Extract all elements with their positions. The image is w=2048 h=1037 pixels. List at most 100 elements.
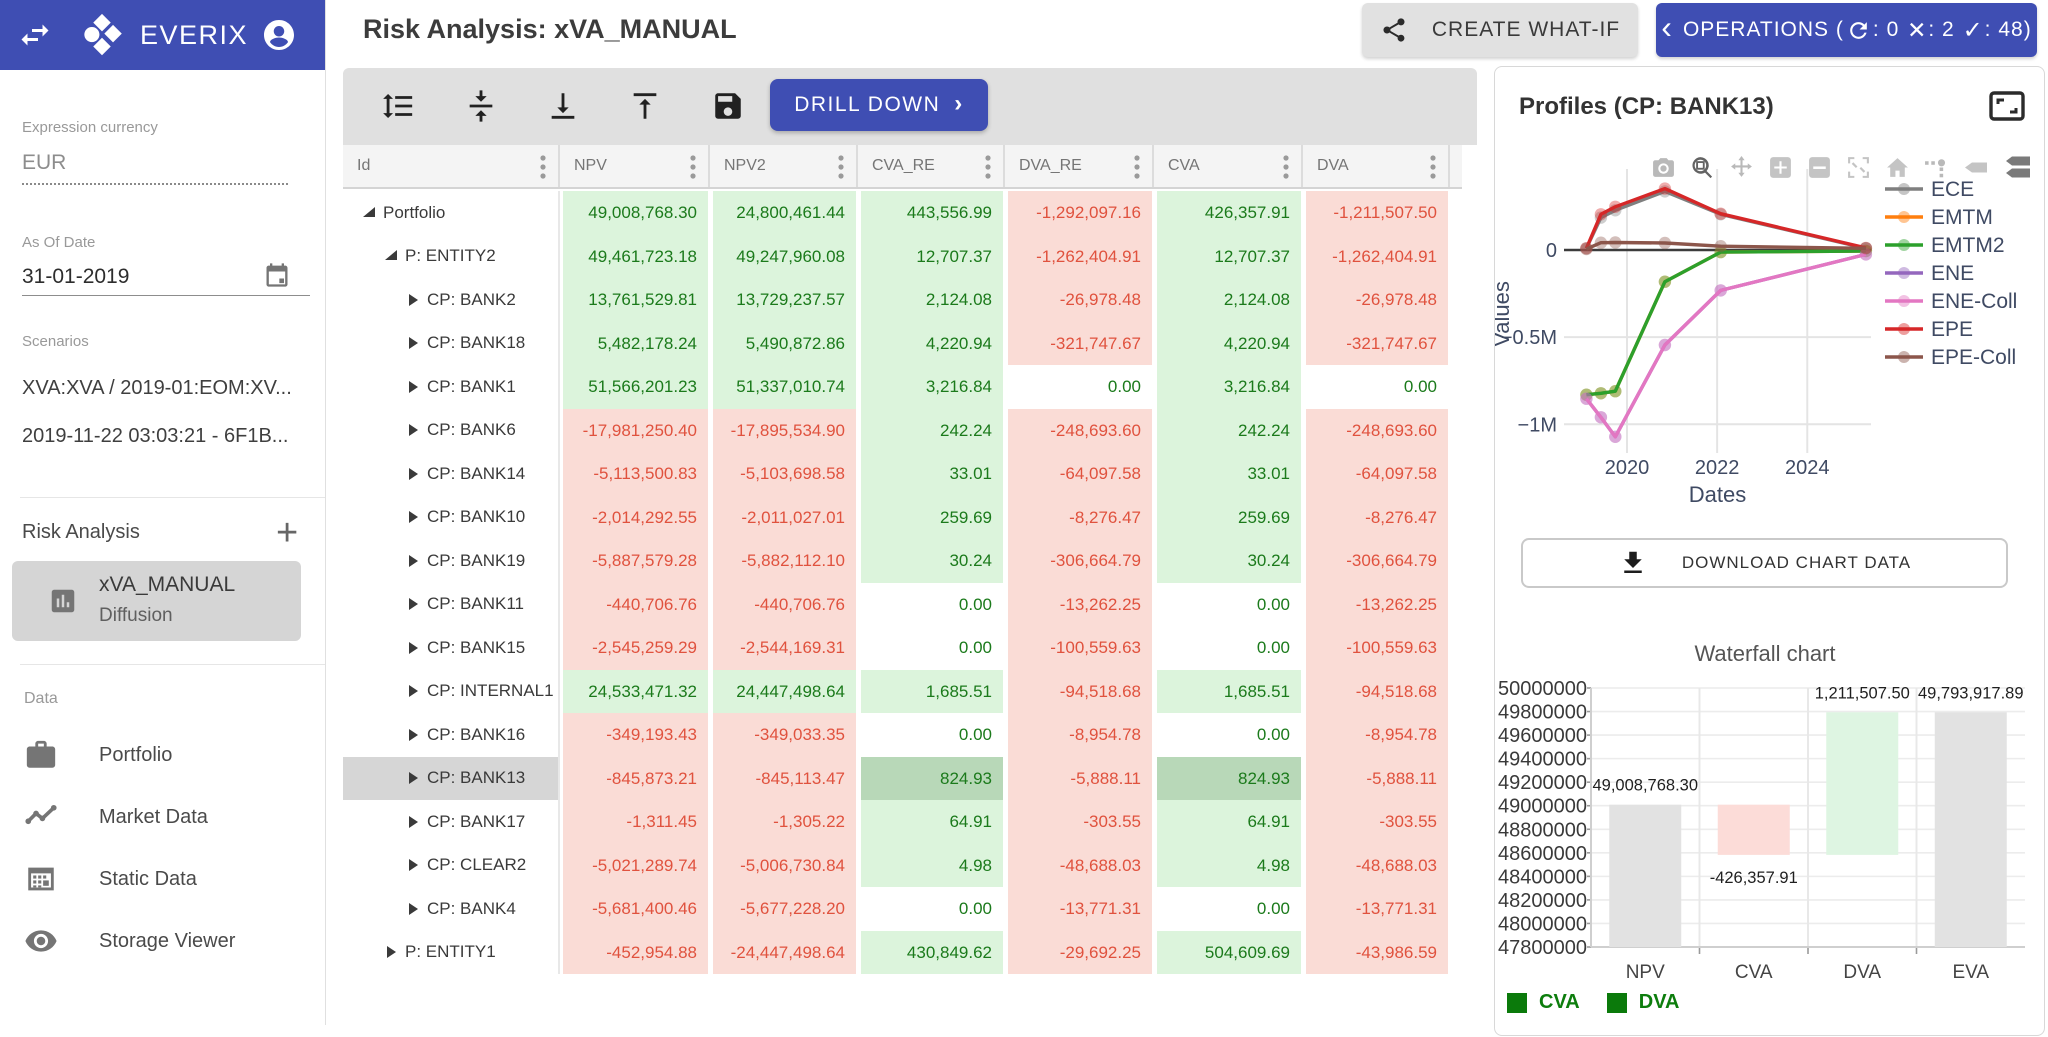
value-cell-cva_re[interactable]: 2,124.08 [861,278,1003,322]
tree-collapsed-icon[interactable] [406,467,420,481]
value-cell-dva[interactable]: -94,518.68 [1306,669,1448,713]
tree-collapsed-icon[interactable] [406,815,420,829]
value-cell-dva[interactable]: -13,262.25 [1306,582,1448,626]
value-cell-npv2[interactable]: 51,337,010.74 [713,365,856,409]
tree-cell[interactable]: CP: BANK16 [343,713,560,757]
wf-bar-eva[interactable] [1934,712,2007,947]
scenario-item[interactable]: 2019-11-22 03:03:21 - 6F1B... [22,425,289,447]
as-of-date-value[interactable]: 31-01-2019 [22,265,130,288]
value-cell-dva_re[interactable]: -1,292,097.16 [1008,191,1152,235]
value-cell-cva_re[interactable]: 64.91 [861,800,1003,844]
drill-down-button[interactable]: DRILL DOWN › [770,79,988,131]
value-cell-cva[interactable]: 504,609.69 [1157,930,1301,974]
tree-collapsed-icon[interactable] [406,380,420,394]
table-row[interactable]: CP: BANK4 -5,681,400.46 -5,677,228.20 0.00-… [343,887,1462,931]
column-menu-kebab-icon[interactable] [1283,154,1289,180]
vertical-align-bottom-icon[interactable] [546,89,580,123]
legend-label-ene[interactable]: ENE [1931,262,1974,285]
value-cell-npv[interactable]: 49,461,723.18 [563,234,708,278]
value-cell-dva_re[interactable]: -248,693.60 [1008,408,1152,452]
value-cell-cva[interactable]: 30.24 [1157,539,1301,583]
value-cell-dva[interactable]: -100,559.63 [1306,626,1448,670]
value-cell-dva_re[interactable]: -64,097.58 [1008,452,1152,496]
value-cell-cva_re[interactable]: 0.00 [861,713,1003,757]
download-chart-data-button[interactable]: DOWNLOAD CHART DATA [1521,538,2008,588]
tree-collapsed-icon[interactable] [384,945,398,959]
value-cell-dva[interactable]: -5,888.11 [1306,756,1448,800]
tree-cell[interactable]: CP: BANK17 [343,800,560,844]
account-icon[interactable] [261,17,297,53]
value-cell-dva[interactable]: -248,693.60 [1306,408,1448,452]
sidebar-item-xva-manual[interactable]: xVA_MANUAL Diffusion [12,561,301,641]
home-icon[interactable] [1885,155,1910,180]
value-cell-npv[interactable]: -2,545,259.29 [563,626,708,670]
value-cell-dva_re[interactable]: -303.55 [1008,800,1152,844]
value-cell-cva[interactable]: 2,124.08 [1157,278,1301,322]
column-menu-kebab-icon[interactable] [1134,154,1140,180]
hover-compare-icon[interactable] [2004,155,2031,180]
value-cell-cva_re[interactable]: 12,707.37 [861,234,1003,278]
value-cell-npv[interactable]: -452,954.88 [563,930,708,974]
tree-cell[interactable]: CP: BANK19 [343,539,560,583]
tree-collapsed-icon[interactable] [406,858,420,872]
value-cell-cva_re[interactable]: 242.24 [861,408,1003,452]
value-cell-npv[interactable]: 5,482,178.24 [563,321,708,365]
tree-cell[interactable]: CP: BANK4 [343,887,560,931]
table-row[interactable]: CP: BANK11 -440,706.76 -440,706.76 0.00 -13,… [343,582,1462,626]
value-cell-dva[interactable]: -8,954.78 [1306,713,1448,757]
value-cell-cva[interactable]: 3,216.84 [1157,365,1301,409]
value-cell-cva[interactable]: 4,220.94 [1157,321,1301,365]
sidebar-item-storage-viewer[interactable]: Storage Viewer [24,924,235,958]
column-header-dva[interactable]: DVA [1303,145,1450,187]
value-cell-dva_re[interactable]: -100,559.63 [1008,626,1152,670]
tree-expanded-icon[interactable] [384,249,398,263]
table-row[interactable]: CP: BANK10 -2,014,292.55 -2,011,027.01 259.… [343,495,1462,539]
zoom-box-icon[interactable] [1690,155,1715,180]
fullscreen-icon[interactable] [1989,91,2025,121]
value-cell-npv[interactable]: -845,873.21 [563,756,708,800]
value-cell-dva[interactable]: -26,978.48 [1306,278,1448,322]
value-cell-npv2[interactable]: -1,305.22 [713,800,856,844]
tree-collapsed-icon[interactable] [406,510,420,524]
tree-collapsed-icon[interactable] [406,902,420,916]
tree-collapsed-icon[interactable] [406,641,420,655]
hover-closest-icon[interactable] [1963,155,1990,180]
value-cell-dva_re[interactable]: -94,518.68 [1008,669,1152,713]
tree-cell[interactable]: CP: BANK11 [343,582,560,626]
calendar-icon[interactable] [263,261,291,289]
value-cell-npv2[interactable]: 24,800,461.44 [713,191,856,235]
table-row[interactable]: CP: BANK15 -2,545,259.29 -2,544,169.31 0.00… [343,626,1462,670]
value-cell-dva_re[interactable]: -306,664.79 [1008,539,1152,583]
value-cell-npv2[interactable]: -24,447,498.64 [713,930,856,974]
value-cell-dva[interactable]: -1,211,507.50 [1306,191,1448,235]
add-risk-analysis-button[interactable]: + [276,512,299,554]
value-cell-dva[interactable]: -321,747.67 [1306,321,1448,365]
operations-button[interactable]: ‹ OPERATIONS ( : 0 ✕ : 2 ✓ : 48) [1656,3,2037,57]
value-cell-npv[interactable]: 13,761,529.81 [563,278,708,322]
column-menu-kebab-icon[interactable] [540,154,546,180]
value-cell-cva[interactable]: 0.00 [1157,582,1301,626]
value-cell-npv[interactable]: -5,681,400.46 [563,887,708,931]
value-cell-npv[interactable]: -1,311.45 [563,800,708,844]
tree-cell[interactable]: CP: BANK13 [343,756,560,800]
value-cell-npv2[interactable]: 24,447,498.64 [713,669,856,713]
autoscale-icon[interactable] [1846,155,1871,180]
tree-collapsed-icon[interactable] [406,771,420,785]
value-cell-cva[interactable]: 33.01 [1157,452,1301,496]
column-menu-kebab-icon[interactable] [1430,154,1436,180]
value-cell-cva[interactable]: 4.98 [1157,843,1301,887]
swap-horizontal-icon[interactable] [17,17,53,53]
zoom-in-icon[interactable] [1768,155,1793,180]
tree-collapsed-icon[interactable] [406,336,420,350]
table-row[interactable]: P: ENTITY2 49,461,723.18 49,247,960.08 12,7… [343,234,1462,278]
value-cell-cva_re[interactable]: 430,849.62 [861,930,1003,974]
value-cell-npv2[interactable]: 49,247,960.08 [713,234,856,278]
value-cell-dva_re[interactable]: -26,978.48 [1008,278,1152,322]
value-cell-dva_re[interactable]: -13,262.25 [1008,582,1152,626]
value-cell-dva_re[interactable]: -321,747.67 [1008,321,1152,365]
tree-expanded-icon[interactable] [362,206,376,220]
sidebar-item-portfolio[interactable]: Portfolio [24,738,172,772]
value-cell-dva_re[interactable]: -8,276.47 [1008,495,1152,539]
tree-cell[interactable]: CP: BANK1 [343,365,560,409]
table-row[interactable]: CP: CLEAR2 -5,021,289.74 -5,006,730.84 4.98… [343,843,1462,887]
